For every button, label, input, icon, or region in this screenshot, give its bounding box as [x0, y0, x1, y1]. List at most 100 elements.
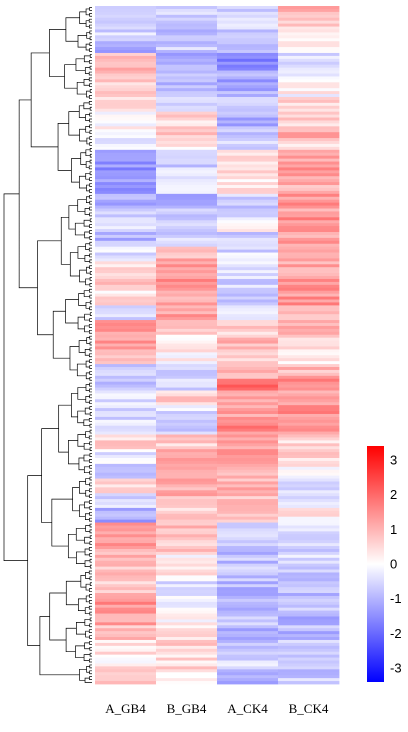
heatmap-cell [95, 337, 157, 341]
heatmap-cell [217, 560, 279, 565]
heatmap-cell [278, 463, 340, 468]
heatmap-cell [278, 369, 340, 374]
heatmap-cell [217, 50, 279, 54]
heatmap-cell [278, 91, 340, 95]
heatmap-cell [95, 331, 157, 336]
heatmap-cell [217, 120, 279, 124]
heatmap-cell [217, 337, 279, 341]
heatmap-cell [95, 405, 157, 409]
heatmap-cell [217, 234, 279, 239]
heatmap-cell [217, 587, 279, 591]
heatmap-cell [217, 52, 279, 57]
heatmap-cell [95, 381, 157, 386]
heatmap-cell [156, 105, 218, 110]
heatmap-cell [156, 531, 218, 535]
heatmap-cell [156, 472, 218, 477]
heatmap-cell [278, 622, 340, 626]
heatmap-cell [278, 278, 340, 283]
heatmap-cell [278, 408, 340, 412]
heatmap-cell [278, 264, 340, 268]
heatmap-cell [217, 102, 279, 107]
heatmap-cell [95, 372, 157, 377]
heatmap-cell [156, 173, 218, 177]
heatmap-cell [217, 642, 279, 647]
heatmap-cell [278, 654, 340, 658]
heatmap-cell [278, 258, 340, 262]
heatmap-cell [278, 375, 340, 380]
heatmap-cell [217, 493, 279, 497]
heatmap-cell [217, 399, 279, 403]
heatmap-cell [156, 587, 218, 591]
heatmap-cell [278, 58, 340, 63]
heatmap-cell [95, 243, 157, 248]
heatmap-cell [278, 328, 340, 333]
heatmap-cell [95, 311, 157, 315]
heatmap-cell [156, 522, 218, 526]
colorbar-tick-label: -3 [390, 661, 402, 676]
heatmap-cell [217, 604, 279, 609]
heatmap-cell [278, 132, 340, 136]
heatmap-cell [217, 452, 279, 456]
heatmap-cell [278, 173, 340, 177]
heatmap-cell [156, 255, 218, 259]
heatmap-cell [95, 220, 157, 224]
heatmap-cell [95, 108, 157, 113]
heatmap-cell [95, 504, 157, 509]
heatmap-cell [95, 105, 157, 110]
heatmap-cell [95, 302, 157, 306]
heatmap-cell [156, 176, 218, 180]
heatmap-cell [217, 422, 279, 427]
heatmap-cell [156, 369, 218, 374]
heatmap-cell [217, 55, 279, 60]
heatmap-cell [156, 214, 218, 218]
heatmap-cell [156, 493, 218, 497]
heatmap-cell [217, 678, 279, 682]
heatmap-cell [156, 82, 218, 86]
heatmap-cell [278, 138, 340, 142]
heatmap-cell [278, 367, 340, 371]
heatmap-cell [217, 616, 279, 620]
heatmap-cell [95, 393, 157, 397]
heatmap-cell [278, 413, 340, 418]
heatmap-cell [95, 146, 157, 151]
heatmap-cell [278, 50, 340, 54]
heatmap-cell [95, 375, 157, 380]
heatmap-cell [217, 431, 279, 435]
heatmap-cell [278, 569, 340, 573]
heatmap-cell [156, 26, 218, 30]
heatmap-cell [278, 522, 340, 526]
heatmap-cell [156, 340, 218, 344]
heatmap-cell [217, 287, 279, 292]
heatmap-cell [156, 560, 218, 565]
colorbar-tick-label: -1 [390, 591, 402, 606]
heatmap-cell [156, 226, 218, 230]
heatmap-cell [156, 55, 218, 60]
heatmap-cell [278, 211, 340, 215]
heatmap-cell [95, 314, 157, 318]
heatmap-cell [217, 499, 279, 503]
heatmap-cell [278, 141, 340, 145]
heatmap-cell [156, 469, 218, 474]
heatmap-cell [217, 384, 279, 388]
heatmap-cell [156, 343, 218, 347]
heatmap-cell [217, 625, 279, 629]
heatmap-cell [156, 381, 218, 386]
heatmap-cell [156, 499, 218, 503]
heatmap-cell [278, 149, 340, 154]
heatmap-cell [278, 252, 340, 256]
heatmap-cell [217, 170, 279, 174]
heatmap-cell [278, 255, 340, 259]
heatmap-cell [95, 463, 157, 468]
heatmap-cell [156, 138, 218, 142]
heatmap-cell [217, 129, 279, 133]
heatmap-cell [95, 343, 157, 347]
heatmap-cell [278, 23, 340, 27]
heatmap-cell [156, 411, 218, 415]
heatmap-cell [217, 393, 279, 397]
heatmap-cell [156, 211, 218, 215]
heatmap-cell [217, 416, 279, 421]
heatmap-cell [278, 493, 340, 497]
heatmap-cell [156, 196, 218, 201]
heatmap-cell [156, 413, 218, 418]
heatmap-cell [156, 314, 218, 318]
